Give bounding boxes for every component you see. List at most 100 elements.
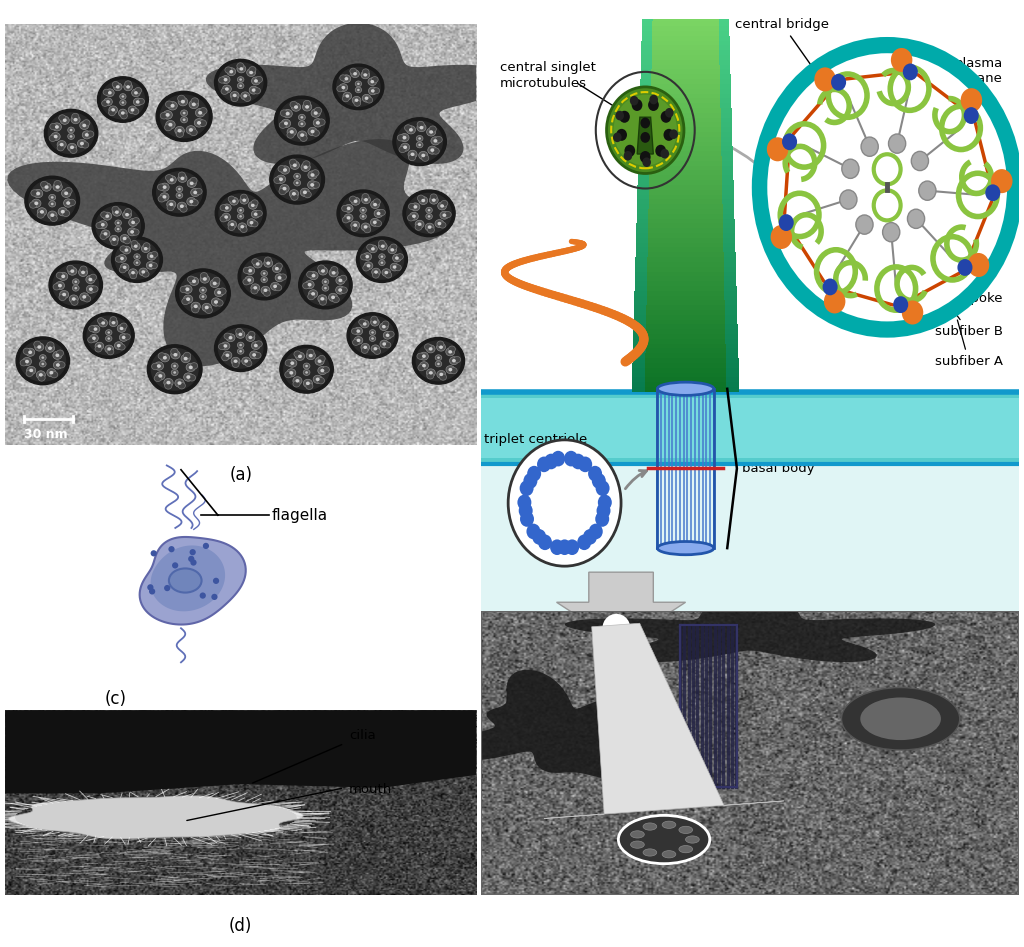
FancyBboxPatch shape [637,214,734,219]
Circle shape [176,131,183,137]
FancyBboxPatch shape [636,242,735,247]
Circle shape [300,134,307,141]
FancyBboxPatch shape [640,108,731,113]
Circle shape [105,214,110,218]
Circle shape [218,63,263,102]
Circle shape [49,261,102,309]
FancyBboxPatch shape [723,242,735,247]
Circle shape [173,371,176,374]
Circle shape [318,267,328,275]
Circle shape [289,189,299,198]
Circle shape [550,540,564,555]
FancyBboxPatch shape [719,45,730,50]
Circle shape [664,129,674,141]
Circle shape [152,364,159,369]
Circle shape [435,361,441,366]
Circle shape [119,344,125,350]
FancyBboxPatch shape [722,189,734,194]
Circle shape [102,212,112,220]
Circle shape [305,365,308,367]
Circle shape [248,269,252,273]
Circle shape [290,101,297,108]
Circle shape [315,357,325,366]
Circle shape [143,247,147,250]
Circle shape [290,371,293,375]
Circle shape [428,209,430,211]
Circle shape [221,76,230,83]
Circle shape [230,92,240,99]
Circle shape [56,272,63,278]
Circle shape [842,688,959,750]
Circle shape [427,373,434,379]
Circle shape [362,253,372,260]
Circle shape [97,345,101,348]
FancyBboxPatch shape [724,272,736,277]
Circle shape [106,100,110,103]
Circle shape [397,134,404,141]
Circle shape [218,329,263,368]
Circle shape [100,212,108,218]
FancyBboxPatch shape [635,277,647,281]
Circle shape [101,321,105,325]
Circle shape [240,344,242,347]
Circle shape [220,216,227,222]
Circle shape [134,244,137,248]
FancyBboxPatch shape [640,84,731,89]
Circle shape [649,95,658,104]
Circle shape [244,96,251,101]
Circle shape [279,188,287,195]
FancyBboxPatch shape [724,277,736,281]
Circle shape [191,200,199,205]
Circle shape [329,269,338,277]
Circle shape [597,503,610,519]
FancyBboxPatch shape [633,353,738,358]
Circle shape [78,139,86,148]
Circle shape [275,267,279,270]
FancyBboxPatch shape [724,291,736,295]
Circle shape [655,145,666,157]
Circle shape [68,134,75,139]
Circle shape [418,195,424,202]
Circle shape [991,170,1013,193]
FancyBboxPatch shape [721,132,732,136]
Circle shape [96,223,102,228]
Circle shape [87,316,130,355]
Circle shape [177,382,181,384]
FancyBboxPatch shape [637,205,734,209]
Circle shape [200,593,206,599]
Circle shape [99,319,108,327]
FancyBboxPatch shape [637,194,649,200]
Circle shape [97,317,104,324]
Circle shape [440,201,447,206]
Circle shape [606,87,684,173]
FancyBboxPatch shape [726,363,738,367]
Circle shape [281,110,288,116]
FancyBboxPatch shape [635,272,736,277]
Circle shape [883,223,900,241]
Circle shape [380,340,388,348]
Circle shape [117,228,120,230]
Circle shape [91,325,99,333]
Circle shape [382,269,390,277]
Text: spoke head: spoke head [926,242,1002,269]
FancyBboxPatch shape [642,7,729,11]
Circle shape [317,366,327,375]
FancyBboxPatch shape [720,55,730,60]
FancyBboxPatch shape [641,41,652,45]
Circle shape [333,64,384,110]
Circle shape [23,357,32,366]
Ellipse shape [169,568,202,593]
Circle shape [248,331,255,338]
FancyBboxPatch shape [640,89,731,94]
Circle shape [58,273,68,280]
Circle shape [203,543,209,549]
Circle shape [101,80,144,119]
Circle shape [280,346,333,393]
Circle shape [275,274,284,282]
Circle shape [178,172,185,178]
Circle shape [436,343,445,351]
FancyBboxPatch shape [642,16,652,22]
Circle shape [39,373,43,377]
FancyBboxPatch shape [640,80,651,84]
Circle shape [223,345,227,348]
